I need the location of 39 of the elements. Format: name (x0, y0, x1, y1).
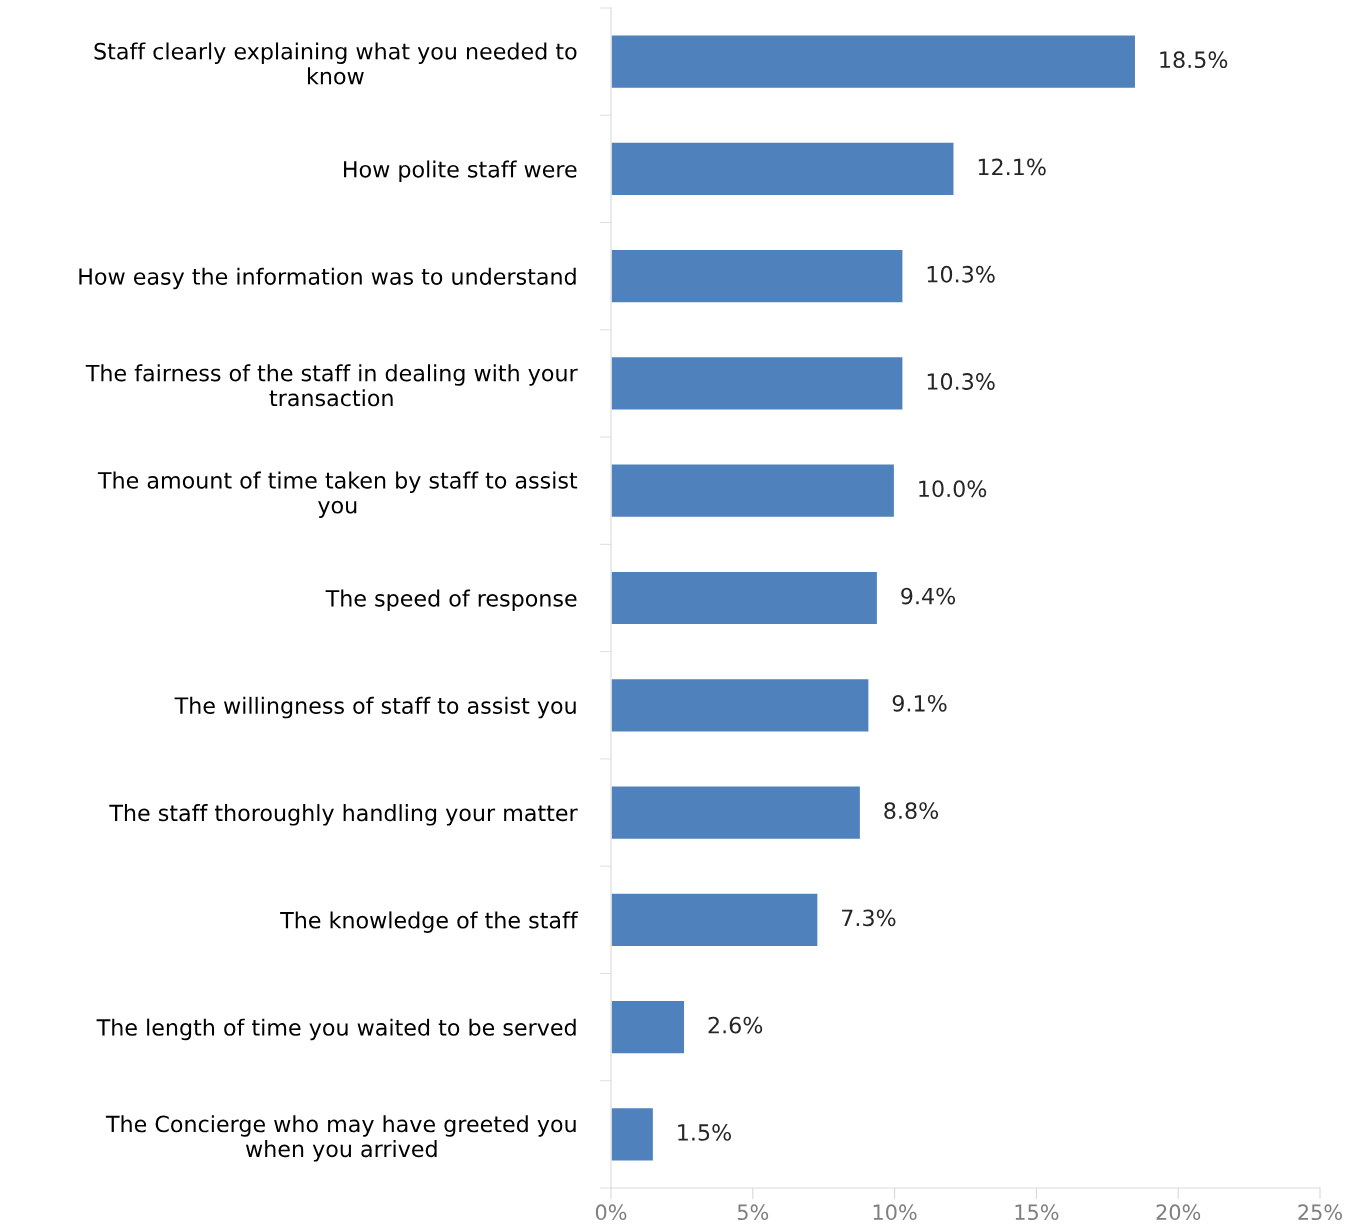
bar (611, 892, 819, 948)
y-tick-label: The length of time you waited to be served (96, 1018, 576, 1041)
bar (611, 1106, 655, 1162)
bar (611, 141, 955, 197)
data-label: 7.3% (842, 909, 896, 927)
y-tick-label: The amount of time taken by staff to assist you (97, 471, 578, 518)
y-tick-label: How polite staff were (344, 160, 577, 182)
bar (611, 570, 879, 626)
x-tick-label: 5% (737, 1204, 769, 1221)
data-label: 9.1% (892, 694, 947, 712)
data-label: 10.3% (927, 265, 995, 283)
data-label: 10.3% (927, 373, 995, 390)
data-label: 12.1% (978, 158, 1046, 176)
bar (611, 785, 862, 841)
data-label: 8.8% (884, 802, 939, 819)
y-tick-label: How easy the information was to understand (79, 267, 576, 290)
y-tick-label: The staff thoroughly handling your matter (109, 804, 578, 826)
bar (611, 999, 686, 1055)
data-label: 18.5% (1160, 51, 1228, 69)
y-tick-label: The knowledge of the staff (280, 911, 579, 933)
x-tick-label: 25% (1298, 1204, 1342, 1221)
data-label: 10.0% (919, 480, 987, 498)
bar (611, 248, 904, 304)
x-tick-label: 10% (873, 1204, 917, 1221)
y-tick-label: The Concierge who may have greeted you when you arrived (105, 1115, 576, 1162)
data-label: 2.6% (708, 1016, 763, 1034)
y-tick-label: The speed of response (325, 589, 577, 612)
y-tick-label: The willingness of staff to assist you (174, 696, 576, 719)
bar (611, 34, 1137, 90)
x-tick-label: 0% (595, 1204, 627, 1221)
bar (611, 463, 896, 519)
y-tick-label: The fairness of the staff in dealing with your transaction (85, 364, 578, 407)
data-label: 1.5% (678, 1124, 731, 1141)
data-label: 9.4% (901, 587, 956, 605)
x-tick-label: 20% (1156, 1204, 1201, 1221)
x-tick-label: 15% (1015, 1204, 1059, 1221)
y-tick-label: Staff clearly explaining what you needed to know (94, 42, 577, 85)
bar (611, 355, 904, 411)
bar (611, 677, 870, 733)
